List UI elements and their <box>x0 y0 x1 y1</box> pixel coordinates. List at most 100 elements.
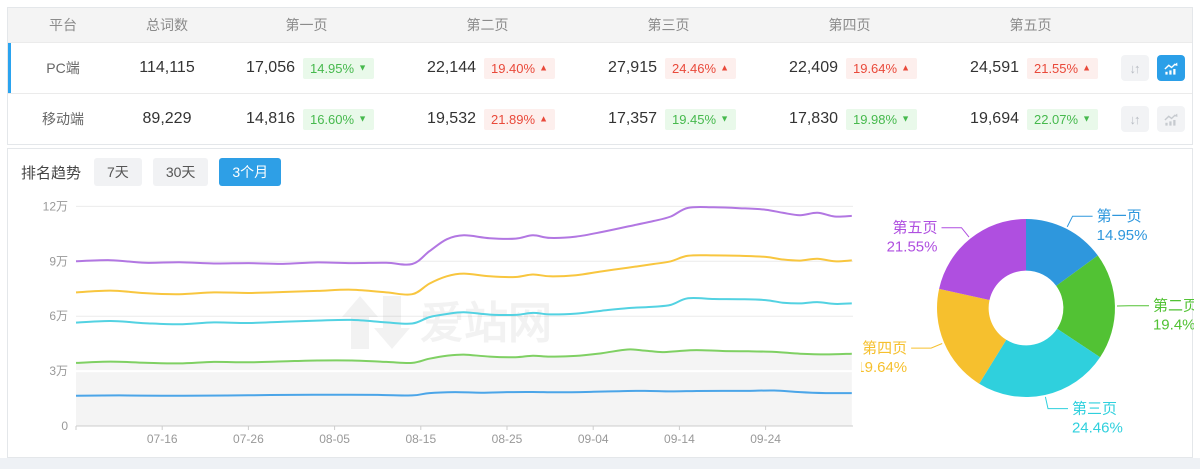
change-badge: 19.40% ▲ <box>483 57 555 79</box>
y-tick-label: 6万 <box>49 309 68 323</box>
column-header-3: 第二页 <box>466 17 509 33</box>
page-2-cell: 19,532 21.89% ▲ <box>397 108 578 130</box>
donut-slice-第一页[interactable] <box>1026 219 1098 286</box>
trend-chart-button[interactable] <box>1157 55 1185 81</box>
donut-label-percent: 19.64% <box>861 359 907 376</box>
series-area-fill <box>76 349 852 426</box>
sort-toggle-button[interactable]: ↓↑ <box>1121 55 1149 81</box>
page-value: 14,816 <box>246 110 295 127</box>
page-value: 22,409 <box>789 59 838 76</box>
rank-trend-panel: 排名趋势 7天 30天 3个月 爱站网 07-16 07-26 08-05 08-15 08-… <box>7 148 1194 458</box>
donut-label-percent: 21.55% <box>887 239 938 256</box>
page-5-cell: 24,591 21.55% ▲ <box>940 57 1121 79</box>
platform-name: PC端 <box>46 60 80 76</box>
donut-label-line <box>1066 215 1093 228</box>
page-4-cell: 17,830 19.98% ▼ <box>759 108 940 130</box>
column-header-0: 平台 <box>49 17 77 33</box>
column-header-4: 第三页 <box>647 17 690 33</box>
table-row-mobile[interactable]: 移动端 89,229 14,816 16.60% ▼ 19,532 21.89% ▲ 17,35… <box>8 93 1192 144</box>
y-tick-label: 0 <box>61 419 68 433</box>
donut-label-line <box>911 343 943 349</box>
donut-slice-第四页[interactable] <box>937 288 1007 384</box>
page-value: 17,056 <box>246 59 295 76</box>
arrow-down-icon: ▼ <box>720 113 729 123</box>
column-header-1: 总词数 <box>146 17 188 33</box>
tab-7-days[interactable]: 7天 <box>94 158 142 186</box>
change-badge: 21.89% ▲ <box>483 108 555 130</box>
page-value: 22,144 <box>427 59 476 76</box>
row-actions: ↓↑ <box>1121 55 1193 81</box>
donut-label-name: 第五页 <box>892 219 937 237</box>
column-header-6: 第五页 <box>1009 17 1052 33</box>
total-words: 89,229 <box>142 110 192 127</box>
table-body: PC端 114,115 17,056 14.95% ▼ 22,144 19.40% ▲ 27,9… <box>8 42 1192 144</box>
page-value: 27,915 <box>608 59 657 76</box>
trend-chart-button[interactable] <box>1157 106 1185 132</box>
total-words: 114,115 <box>139 59 195 76</box>
x-tick-label: 08-15 <box>405 432 436 446</box>
donut-slice-第二页[interactable] <box>1056 255 1115 358</box>
donut-slice-第五页[interactable] <box>939 219 1026 300</box>
change-badge: 16.60% ▼ <box>302 108 374 130</box>
page-value: 19,532 <box>427 110 476 127</box>
time-range-tabs: 7天 30天 3个月 <box>94 158 282 186</box>
arrow-up-icon: ▲ <box>539 113 548 123</box>
page-3-cell: 27,915 24.46% ▲ <box>578 57 759 79</box>
donut-label-percent: 24.46% <box>1072 420 1123 437</box>
x-tick-label: 07-16 <box>147 432 178 446</box>
page-3-cell: 17,357 19.45% ▼ <box>578 108 759 130</box>
platform-name: 移动端 <box>42 111 84 127</box>
trend-title: 排名趋势 <box>21 164 82 182</box>
tab-30-days[interactable]: 30天 <box>152 158 209 186</box>
donut-label-line <box>1044 396 1068 410</box>
x-tick-label: 09-04 <box>578 432 609 446</box>
trend-toolbar: 排名趋势 7天 30天 3个月 <box>8 149 1192 186</box>
page-1-cell: 17,056 14.95% ▼ <box>216 57 397 79</box>
page-background-strip <box>0 458 1200 469</box>
x-tick-label: 09-14 <box>664 432 695 446</box>
donut-label-percent: 19.4% <box>1153 317 1194 334</box>
watermark-text: 爱站网 <box>420 299 552 348</box>
arrow-down-icon: ▼ <box>358 113 367 123</box>
page-value: 17,357 <box>608 110 657 127</box>
arrow-up-icon: ▲ <box>1082 62 1091 72</box>
arrow-up-icon: ▲ <box>901 62 910 72</box>
arrow-up-icon: ▲ <box>539 62 548 72</box>
change-badge: 19.98% ▼ <box>845 108 917 130</box>
donut-label-name: 第二页 <box>1153 297 1194 315</box>
donut-label-name: 第四页 <box>862 339 907 357</box>
donut-slice-第三页[interactable] <box>979 328 1101 397</box>
line-series-4 <box>75 206 852 266</box>
page-value: 19,694 <box>970 110 1019 127</box>
line-series-0 <box>75 389 852 397</box>
line-series-1 <box>75 348 852 365</box>
y-tick-label: 3万 <box>49 364 68 378</box>
page-2-cell: 22,144 19.40% ▲ <box>397 57 578 79</box>
arrow-down-icon: ▼ <box>358 62 367 72</box>
sort-toggle-button[interactable]: ↓↑ <box>1121 106 1149 132</box>
arrow-down-icon: ▼ <box>1082 113 1091 123</box>
page-value: 17,830 <box>789 110 838 127</box>
change-badge: 19.45% ▼ <box>664 108 736 130</box>
aizhan-watermark: 爱站网 <box>342 296 552 349</box>
donut-label-name: 第一页 <box>1097 207 1142 225</box>
table-row-pc[interactable]: PC端 114,115 17,056 14.95% ▼ 22,144 19.40% ▲ 27,9… <box>8 42 1192 93</box>
x-tick-label: 07-26 <box>233 432 264 446</box>
chart-icon <box>1164 62 1178 75</box>
donut-label-name: 第三页 <box>1072 400 1117 418</box>
column-header-5: 第四页 <box>828 17 871 33</box>
x-tick-label: 08-25 <box>492 432 523 446</box>
page-1-cell: 14,816 16.60% ▼ <box>216 108 397 130</box>
keyword-rank-table: 平台 总词数 第一页 第二页 第三页 第四页 第五页 PC端 114,115 17,056 14.… <box>7 7 1193 145</box>
page-5-cell: 19,694 22.07% ▼ <box>940 108 1121 130</box>
column-header-2: 第一页 <box>285 17 328 33</box>
change-badge: 19.64% ▲ <box>845 57 917 79</box>
donut-label-percent: 14.95% <box>1097 227 1148 244</box>
tab-3-months[interactable]: 3个月 <box>219 158 282 186</box>
y-tick-label: 9万 <box>49 254 68 268</box>
change-badge: 14.95% ▼ <box>302 57 374 79</box>
page-value: 24,591 <box>970 59 1019 76</box>
x-tick-label: 09-24 <box>750 432 781 446</box>
row-actions: ↓↑ <box>1121 106 1193 132</box>
